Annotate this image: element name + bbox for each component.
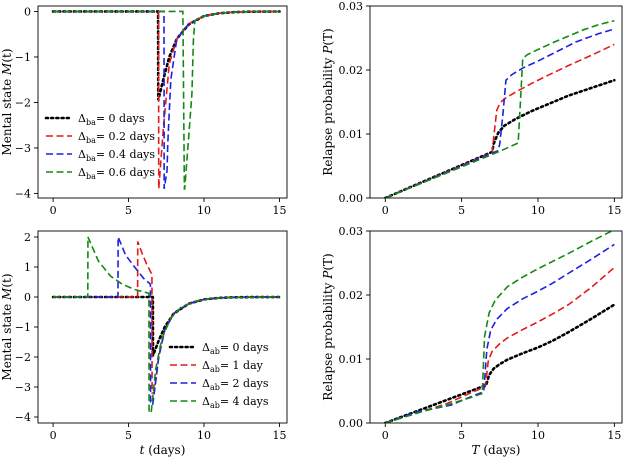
x-axis-label: T (days): [472, 443, 521, 457]
x-tick-label: 0: [382, 429, 389, 442]
x-tick-label: 10: [197, 429, 211, 442]
y-axis-label: Relapse probability P(T): [321, 253, 335, 400]
legend-entry: Δba= 0.2 days: [78, 130, 155, 145]
x-tick-label: 10: [531, 204, 545, 217]
series-line-tr-3: [384, 19, 615, 198]
x-tick-label: 15: [272, 204, 286, 217]
x-tick-label: 15: [272, 429, 286, 442]
y-tick-label: 0.03: [339, 225, 364, 238]
x-tick-label: 5: [125, 429, 132, 442]
series-line-tl-0: [51, 10, 281, 101]
x-tick-label: 15: [607, 429, 621, 442]
axes-frame: [37, 5, 288, 199]
axes-frame: [369, 230, 623, 424]
y-tick-label: −2: [15, 351, 31, 364]
y-tick-label: 0.00: [339, 192, 364, 205]
legend: Δba= 0 days Δba= 0.2 days Δba= 0.4 days Δba…: [44, 112, 155, 181]
legend-entry: Δba= 0 days: [78, 112, 145, 127]
series-line-tl-3: [53, 10, 280, 190]
series-line-br-2: [385, 243, 615, 423]
y-axis-label: Mental state M(t): [0, 273, 14, 380]
x-tick-label: 15: [607, 204, 621, 217]
chart-tr: 0 5 10 15 0.00 0.01 0.02 0.03 Relapse probabilit…: [321, 0, 623, 217]
legend-entry: Δba= 0.4 days: [78, 148, 155, 163]
series-line-br-3: [385, 231, 614, 423]
x-tick-label: 0: [382, 204, 389, 217]
series-line-br-1: [385, 266, 615, 423]
legend-entry: Δab= 4 days: [202, 395, 269, 410]
y-tick-label: −1: [15, 321, 31, 334]
x-tick-label: 0: [50, 429, 57, 442]
series-line-tr-2: [384, 28, 615, 198]
x-tick-label: 5: [125, 204, 132, 217]
y-axis-label: Mental state M(t): [0, 48, 14, 155]
y-tick-label: 0.02: [339, 64, 364, 77]
y-tick-label: 2: [24, 231, 31, 244]
legend-entry: Δba= 0.6 days: [78, 166, 155, 181]
y-tick-label: 0.01: [339, 353, 364, 366]
y-tick-label: 0.01: [339, 128, 364, 141]
y-tick-label: −1: [15, 51, 31, 64]
legend-entry: Δab= 2 days: [202, 377, 269, 392]
y-tick-label: 1: [24, 261, 31, 274]
y-axis-label: Relapse probability P(T): [321, 28, 335, 175]
legend: Δab= 0 days Δab= 1 day Δab= 2 days Δab= 4 d…: [168, 341, 269, 410]
x-tick-label: 10: [531, 429, 545, 442]
series-line-bl-3: [53, 236, 280, 414]
y-tick-label: −3: [15, 381, 31, 394]
series-line-tr-0: [383, 78, 616, 198]
y-tick-label: 0: [24, 291, 31, 304]
y-tick-label: 0.00: [339, 417, 364, 430]
x-tick-label: 5: [458, 429, 465, 442]
x-tick-label: 5: [458, 204, 465, 217]
y-tick-label: −4: [15, 411, 31, 424]
series-line-br-0: [383, 303, 616, 423]
chart-br: 0 5 10 15 0.00 0.01 0.02 0.03 Relapse probabilit…: [321, 225, 623, 457]
y-tick-label: −2: [15, 96, 31, 109]
axes-frame: [369, 5, 623, 199]
x-tick-label: 10: [197, 204, 211, 217]
y-tick-label: 0.03: [339, 0, 364, 13]
legend-entry: Δab= 1 day: [202, 359, 264, 374]
legend-entry: Δab= 0 days: [202, 341, 269, 356]
chart-tl: 0 5 10 15 0 −1 −2 −3 −4 Mental state M(t) Δba= 0 d…: [0, 5, 288, 217]
x-tick-label: 0: [50, 204, 57, 217]
series-line-tr-1: [384, 43, 615, 198]
y-tick-label: −3: [15, 142, 31, 155]
y-tick-label: 0.02: [339, 289, 364, 302]
y-tick-label: 0: [24, 5, 31, 18]
x-axis-label: t (days): [140, 443, 186, 457]
y-tick-label: −4: [15, 187, 31, 200]
